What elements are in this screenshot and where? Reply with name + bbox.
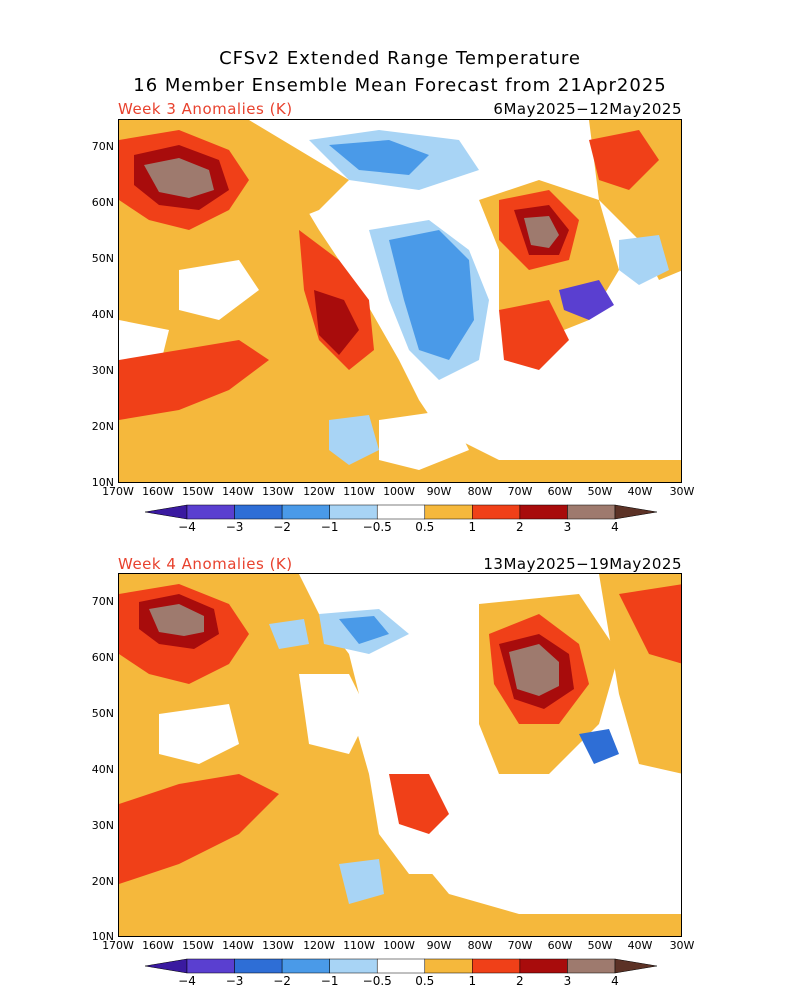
lon-label: 80W — [467, 485, 493, 498]
colorbar-swatch — [186, 504, 235, 520]
lat-label: 40N — [91, 308, 114, 321]
colorbar-label: 0.5 — [415, 974, 435, 988]
lat-label: 30N — [91, 364, 114, 377]
lon-label: 60W — [547, 939, 573, 952]
lon-label: 110W — [343, 939, 375, 952]
lon-label: 40W — [627, 939, 653, 952]
lon-label: 110W — [343, 485, 375, 498]
lon-label: 60W — [547, 485, 573, 498]
lon-label: 170W — [102, 485, 134, 498]
colorbar-label: −2 — [273, 520, 291, 534]
lat-label: 50N — [91, 707, 114, 720]
colorbar-swatch — [567, 958, 616, 974]
colorbar-swatch — [472, 504, 521, 520]
colorbar-swatch — [145, 504, 188, 520]
lon-label: 40W — [627, 485, 653, 498]
lon-label: 160W — [142, 939, 174, 952]
lon-label: 130W — [262, 485, 294, 498]
lon-label: 70W — [507, 939, 533, 952]
lat-label: 30N — [91, 819, 114, 832]
panel-week3-label: Week 3 Anomalies (K) — [118, 100, 293, 118]
colorbar-swatch — [567, 504, 616, 520]
colorbar-label: −3 — [225, 974, 244, 988]
colorbar-week3 — [145, 504, 657, 520]
colorbar-label: −0.5 — [362, 974, 392, 988]
lon-label: 90W — [426, 485, 452, 498]
colorbar-label: 3 — [563, 974, 572, 988]
lon-label: 100W — [383, 939, 415, 952]
colorbar-label: −4 — [178, 520, 196, 534]
lon-label: 120W — [303, 939, 335, 952]
colorbar-week4 — [145, 958, 657, 974]
lon-label: 140W — [222, 939, 254, 952]
colorbar-swatch — [614, 958, 657, 974]
lon-label: 160W — [142, 485, 174, 498]
panel-week4-label: Week 4 Anomalies (K) — [118, 555, 293, 573]
lon-label: 90W — [426, 939, 452, 952]
lat-label: 60N — [91, 196, 114, 209]
colorbar-swatch — [329, 504, 378, 520]
colorbar-swatch — [329, 958, 378, 974]
colorbar-label: 3 — [563, 520, 572, 534]
colorbar-label: 1 — [468, 520, 477, 534]
lon-label: 150W — [182, 485, 214, 498]
colorbar-swatch — [186, 958, 235, 974]
colorbar-label: 2 — [516, 974, 524, 988]
colorbar-swatch — [472, 958, 521, 974]
colorbar-label: −2 — [273, 974, 291, 988]
colorbar-label: −4 — [178, 974, 196, 988]
lon-label: 30W — [669, 485, 695, 498]
colorbar-swatch — [234, 504, 283, 520]
colorbar-label: 0.5 — [415, 520, 435, 534]
title-line-1: CFSv2 Extended Range Temperature — [219, 48, 581, 69]
lat-label: 70N — [91, 140, 114, 153]
panel-week3-date-range: 6May2025−12May2025 — [493, 100, 682, 118]
lat-label: 10N — [91, 476, 114, 489]
lat-label: 10N — [91, 930, 114, 943]
colorbar-label: 4 — [611, 974, 619, 988]
lon-label: 80W — [467, 939, 493, 952]
colorbar-swatch — [519, 504, 568, 520]
colorbar-label: −1 — [320, 974, 339, 988]
colorbar-swatch — [376, 504, 426, 520]
map-week4 — [118, 573, 682, 937]
colorbar-swatch — [234, 958, 283, 974]
colorbar-label: −1 — [320, 520, 339, 534]
map-week3 — [118, 119, 682, 483]
colorbar-swatch — [281, 504, 330, 520]
lon-label: 30W — [669, 939, 695, 952]
colorbar-label: 1 — [468, 974, 477, 988]
colorbar-label: −3 — [225, 520, 244, 534]
colorbar-swatch — [376, 958, 426, 974]
colorbar-swatch — [424, 504, 473, 520]
colorbar-swatch — [614, 504, 657, 520]
title-line-2: 16 Member Ensemble Mean Forecast from 21… — [133, 75, 667, 96]
lon-label: 130W — [262, 939, 294, 952]
lon-label: 120W — [303, 485, 335, 498]
colorbar-swatch — [281, 958, 330, 974]
lat-label: 60N — [91, 651, 114, 664]
panel-week4-date-range: 13May2025−19May2025 — [483, 555, 682, 573]
colorbar-label: 4 — [611, 520, 619, 534]
colorbar-swatch — [519, 958, 568, 974]
lon-label: 50W — [587, 939, 613, 952]
colorbar-swatch — [424, 958, 473, 974]
lat-label: 20N — [91, 875, 114, 888]
lon-label: 50W — [587, 485, 613, 498]
lat-label: 70N — [91, 595, 114, 608]
colorbar-label: −0.5 — [362, 520, 392, 534]
lon-label: 170W — [102, 939, 134, 952]
lat-label: 20N — [91, 420, 114, 433]
colorbar-label: 2 — [516, 520, 524, 534]
lon-label: 140W — [222, 485, 254, 498]
lon-label: 150W — [182, 939, 214, 952]
lat-label: 50N — [91, 252, 114, 265]
lon-label: 70W — [507, 485, 533, 498]
lat-label: 40N — [91, 763, 114, 776]
colorbar-swatch — [145, 958, 188, 974]
lon-label: 100W — [383, 485, 415, 498]
